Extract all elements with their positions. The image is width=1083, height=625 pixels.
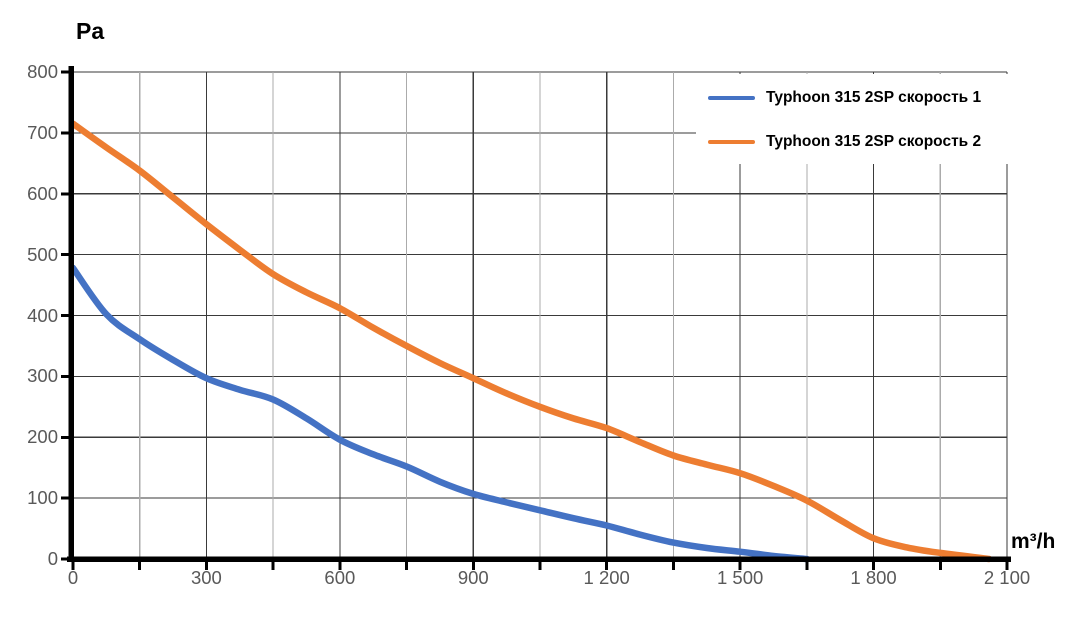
y-tick-label: 100 (27, 486, 58, 508)
y-tick-label: 600 (27, 182, 58, 204)
legend-background (696, 74, 1016, 164)
legend: Typhoon 315 2SP скорость 1 Typhoon 315 2… (708, 83, 981, 156)
x-tick-label: 300 (190, 567, 222, 588)
x-tick-label: 1 800 (850, 567, 897, 588)
x-tick-label: 2 100 (983, 567, 1031, 588)
y-tick-label: 700 (27, 121, 58, 143)
series-curve-2 (69, 120, 993, 563)
y-tick-label: 300 (27, 365, 58, 387)
series-2-line-swatch (708, 139, 755, 144)
x-tick-label: 600 (324, 567, 356, 588)
legend-label-speed-2: Typhoon 315 2SP скорость 2 (766, 132, 982, 150)
series-curve-1 (69, 264, 811, 563)
y-tick-label: 0 (47, 547, 58, 569)
x-tick-label: 1 200 (583, 567, 630, 588)
y-tick-label: 800 (27, 60, 58, 82)
y-tick-label: 200 (27, 426, 58, 447)
x-tick-label: 900 (457, 567, 489, 588)
series-1-line-swatch (708, 95, 755, 100)
x-tick-label: 1 500 (716, 567, 764, 588)
legend-label-speed-1: Typhoon 315 2SP скорость 1 (766, 88, 982, 106)
legend-item-speed-1: Typhoon 315 2SP скорость 1 (708, 83, 981, 112)
y-axis-title: Pa (76, 18, 105, 44)
legend-item-speed-2: Typhoon 315 2SP скорость 2 (708, 127, 981, 156)
x-tick-label: 0 (67, 567, 79, 588)
x-axis-title: m³/h (1011, 530, 1056, 553)
y-tick-label: 400 (27, 304, 58, 326)
y-tick-label: 500 (27, 243, 58, 265)
